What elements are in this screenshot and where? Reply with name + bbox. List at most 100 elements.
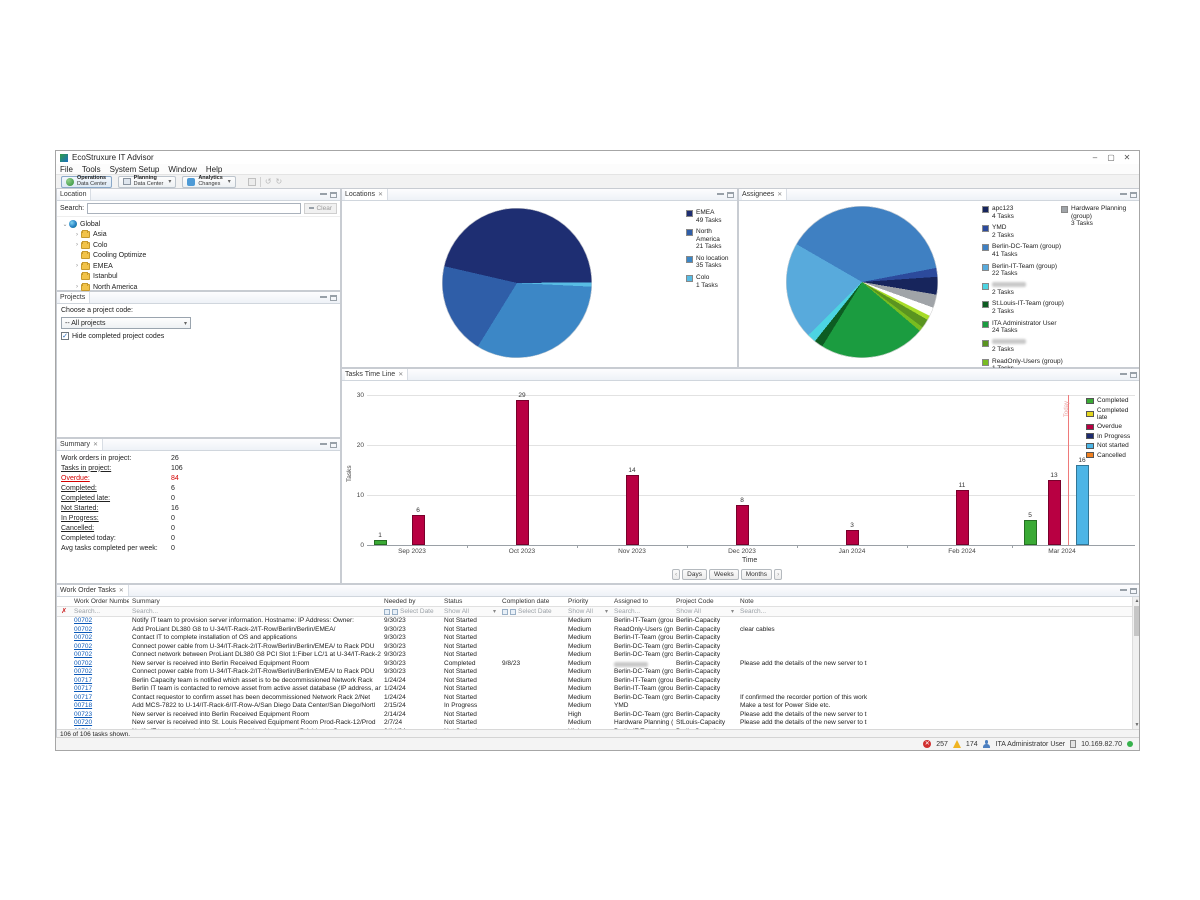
undo-icon[interactable]: ↺ [264, 177, 272, 186]
table-row[interactable]: 00702 Notify IT team to provision server … [57, 617, 1132, 626]
clear-filter-icon[interactable]: ✗ [61, 607, 67, 615]
table-row[interactable]: 00702 Contact IT to complete installation… [57, 634, 1132, 643]
tree-item-global[interactable]: ⌄ Global [61, 219, 340, 230]
error-badge-icon[interactable]: ✕ [923, 740, 932, 748]
table-row[interactable]: 00717 Contact requestor to confirm asset … [57, 694, 1132, 703]
filter-cell[interactable]: Select Date [381, 607, 441, 616]
work-order-link[interactable]: 00702 [74, 625, 93, 633]
locations-pie-chart[interactable] [442, 208, 592, 358]
assignees-tab[interactable]: Assignees ✕ [742, 189, 788, 200]
panel-minimize-icon[interactable] [1120, 373, 1127, 376]
close-button[interactable]: ✕ [1123, 152, 1131, 162]
chevron-collapsed-icon[interactable]: › [76, 242, 78, 249]
work-order-link[interactable]: 00721 [71, 728, 129, 730]
calendar-icon[interactable] [384, 608, 390, 615]
filter-cell[interactable]: Search... [132, 607, 159, 615]
close-icon[interactable]: ✕ [377, 192, 383, 198]
panel-maximize-icon[interactable] [330, 294, 337, 301]
table-row[interactable]: 00702 Connect power cable from U-34/IT-Ra… [57, 668, 1132, 677]
scroll-thumb[interactable] [1134, 606, 1139, 636]
panel-minimize-icon[interactable] [320, 193, 327, 196]
panel-maximize-icon[interactable] [727, 191, 734, 198]
save-icon[interactable] [247, 177, 256, 186]
warning-triangle-icon[interactable] [952, 740, 961, 748]
panel-maximize-icon[interactable] [330, 441, 337, 448]
tree-item-cooling-optimize[interactable]: Cooling Optimize [61, 251, 340, 262]
hide-completed-checkbox[interactable]: ✓ [61, 332, 69, 340]
column-header-summary[interactable]: Summary [132, 598, 160, 605]
summary-label[interactable]: Completed: [61, 484, 97, 492]
panel-maximize-icon[interactable] [1130, 191, 1137, 198]
column-header-completion-date[interactable]: Completion date [502, 598, 550, 605]
panel-minimize-icon[interactable] [1120, 589, 1127, 592]
planning-button[interactable]: Planning Data Center ▾ [117, 175, 177, 188]
menu-item-window[interactable]: Window [168, 164, 197, 174]
tree-item-istanbul[interactable]: Istanbul [61, 272, 340, 283]
bar-overdue[interactable] [1047, 480, 1061, 545]
work-order-link[interactable]: 00702 [74, 659, 93, 667]
column-header-status[interactable]: Status [444, 598, 463, 605]
projects-tab[interactable]: Projects [60, 292, 91, 303]
error-count[interactable]: 257 [936, 740, 948, 748]
chevron-collapsed-icon[interactable]: › [76, 231, 78, 238]
scroll-down-icon[interactable]: ▼ [1134, 722, 1140, 728]
summary-tab[interactable]: Summary ✕ [60, 439, 103, 450]
menu-item-help[interactable]: Help [205, 164, 223, 174]
summary-label[interactable]: Not Started: [61, 504, 99, 512]
bar-overdue[interactable] [515, 400, 529, 545]
filter-cell[interactable]: Search... [74, 607, 101, 615]
work-order-link[interactable]: 00718 [74, 702, 93, 709]
work-order-link[interactable]: 00717 [74, 693, 93, 701]
table-row[interactable]: 00702 Add ProLiant DL380 G8 to U-34/IT-Ra… [57, 626, 1132, 635]
table-row[interactable]: 00702 New server is received into Berlin … [57, 660, 1132, 669]
tree-item-asia[interactable]: › Asia [61, 230, 340, 241]
bar-overdue[interactable] [845, 530, 859, 545]
work-order-link[interactable]: 00720 [74, 719, 93, 726]
panel-minimize-icon[interactable] [1120, 193, 1127, 196]
tree-item-north-america[interactable]: › North America [61, 282, 340, 293]
close-icon[interactable]: ✕ [92, 442, 98, 448]
panel-maximize-icon[interactable] [330, 191, 337, 198]
panel-maximize-icon[interactable] [1130, 587, 1137, 594]
filter-cell[interactable]: Show All ▾ [676, 607, 734, 615]
summary-label[interactable]: Tasks in project: [61, 464, 112, 472]
redo-icon[interactable]: ↻ [275, 177, 283, 186]
work-order-link[interactable]: 00717 [74, 685, 93, 692]
table-scrollbar[interactable]: ▲ ▼ [1132, 597, 1140, 729]
months-button[interactable]: Months [740, 569, 773, 580]
warning-count[interactable]: 174 [965, 740, 978, 748]
bar-overdue[interactable] [625, 475, 639, 545]
days-button[interactable]: Days [682, 569, 707, 580]
chevron-collapsed-icon[interactable]: › [76, 263, 78, 270]
bar-completed[interactable] [373, 540, 387, 545]
column-header-needed-by[interactable]: Needed by [384, 598, 416, 605]
bar-overdue[interactable] [735, 505, 749, 545]
filter-cell[interactable]: Show All ▾ [568, 607, 608, 615]
locations-tab[interactable]: Locations ✕ [345, 189, 388, 200]
minimize-button[interactable]: – [1092, 152, 1098, 162]
column-header-icon[interactable] [57, 597, 71, 606]
filter-cell[interactable]: Select Date [499, 607, 565, 616]
column-header-priority[interactable]: Priority [568, 598, 589, 605]
bar-overdue[interactable] [411, 515, 425, 545]
filter-cell[interactable]: Search... [614, 607, 641, 615]
work-order-tasks-tab[interactable]: Work Order Tasks ✕ [60, 585, 129, 596]
table-row[interactable]: 00702 Connect power cable from U-34/IT-Ra… [57, 643, 1132, 652]
clear-button[interactable]: Clear [304, 203, 337, 214]
tree-item-colo[interactable]: › Colo [61, 240, 340, 251]
work-order-link[interactable]: 00702 [74, 651, 93, 658]
assignees-pie-chart[interactable] [786, 206, 938, 358]
chevron-expanded-icon[interactable]: ⌄ [62, 221, 68, 228]
panel-minimize-icon[interactable] [320, 296, 327, 299]
table-row[interactable]: 00721Notify IT team to provision server … [57, 728, 1132, 730]
panel-maximize-icon[interactable] [1130, 371, 1137, 378]
work-order-link[interactable]: 00702 [74, 634, 93, 641]
menu-item-file[interactable]: File [60, 164, 73, 174]
scroll-up-icon[interactable]: ▲ [1134, 598, 1140, 604]
close-icon[interactable]: ✕ [118, 588, 124, 594]
analytics-button[interactable]: Analytics Changes ▾ [182, 175, 236, 188]
bar-not-started[interactable] [1075, 465, 1089, 545]
timeline-tab[interactable]: Tasks Time Line ✕ [345, 369, 409, 380]
close-icon[interactable]: ✕ [777, 192, 783, 198]
table-row[interactable]: 00718 Add MCS-7822 to U-14/IT-Rack-6/IT-R… [57, 702, 1132, 711]
